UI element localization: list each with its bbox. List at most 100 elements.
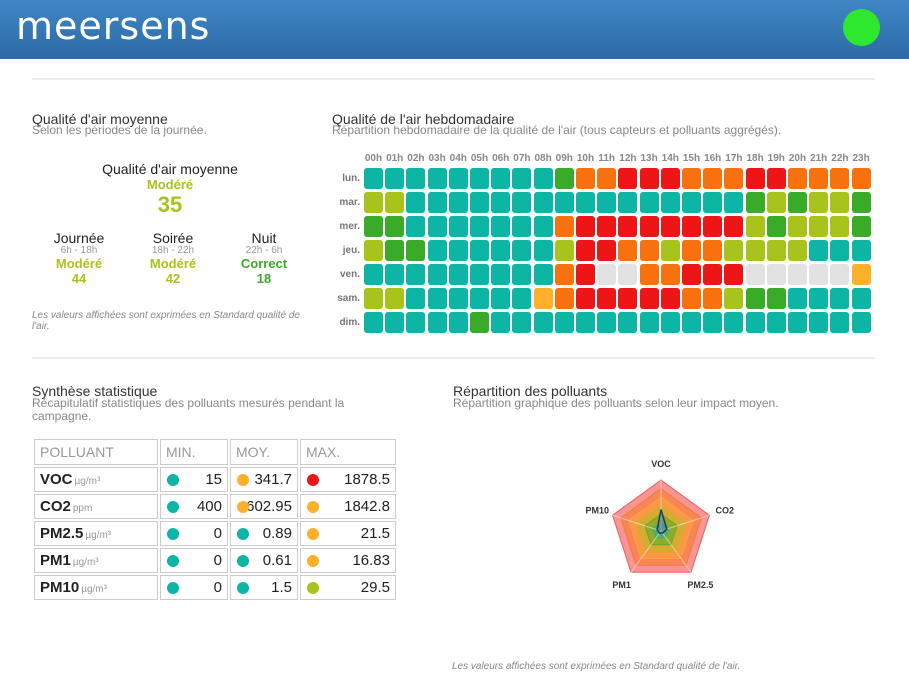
heatmap-cell[interactable] xyxy=(470,192,489,213)
heatmap-cell[interactable] xyxy=(639,192,659,213)
heatmap-cell[interactable] xyxy=(851,192,871,213)
heatmap-cell[interactable] xyxy=(830,168,850,189)
heatmap-cell[interactable] xyxy=(745,240,765,261)
heatmap-cell[interactable] xyxy=(809,192,829,213)
heatmap-cell[interactable] xyxy=(512,192,532,213)
heatmap-cell[interactable] xyxy=(766,312,786,333)
heatmap-cell[interactable] xyxy=(427,216,447,237)
heatmap-cell[interactable] xyxy=(745,168,765,189)
heatmap-cell[interactable] xyxy=(576,192,595,213)
heatmap-cell[interactable] xyxy=(512,288,532,309)
heatmap-cell[interactable] xyxy=(470,168,489,189)
heatmap-cell[interactable] xyxy=(427,288,447,309)
heatmap-cell[interactable] xyxy=(639,288,659,309)
heatmap-cell[interactable] xyxy=(830,192,850,213)
heatmap-cell[interactable] xyxy=(618,312,638,333)
heatmap-cell[interactable] xyxy=(682,216,701,237)
heatmap-cell[interactable] xyxy=(512,216,532,237)
heatmap-cell[interactable] xyxy=(385,264,405,285)
heatmap-cell[interactable] xyxy=(618,240,638,261)
heatmap-cell[interactable] xyxy=(830,240,850,261)
heatmap-cell[interactable] xyxy=(851,264,871,285)
heatmap-cell[interactable] xyxy=(576,288,595,309)
heatmap-cell[interactable] xyxy=(639,264,659,285)
heatmap-cell[interactable] xyxy=(491,240,511,261)
heatmap-cell[interactable] xyxy=(703,312,723,333)
heatmap-cell[interactable] xyxy=(639,168,659,189)
heatmap-cell[interactable] xyxy=(766,168,786,189)
heatmap-cell[interactable] xyxy=(597,192,617,213)
heatmap-cell[interactable] xyxy=(448,240,468,261)
heatmap-cell[interactable] xyxy=(618,264,638,285)
heatmap-cell[interactable] xyxy=(554,288,574,309)
heatmap-cell[interactable] xyxy=(809,216,829,237)
heatmap-cell[interactable] xyxy=(788,192,807,213)
heatmap-cell[interactable] xyxy=(533,312,553,333)
heatmap-cell[interactable] xyxy=(512,240,532,261)
heatmap-cell[interactable] xyxy=(660,240,680,261)
heatmap-cell[interactable] xyxy=(724,288,744,309)
heatmap-cell[interactable] xyxy=(385,312,405,333)
heatmap-cell[interactable] xyxy=(448,168,468,189)
heatmap-cell[interactable] xyxy=(682,168,701,189)
heatmap-cell[interactable] xyxy=(406,312,426,333)
heatmap-cell[interactable] xyxy=(682,192,701,213)
heatmap-cell[interactable] xyxy=(618,216,638,237)
heatmap-cell[interactable] xyxy=(576,312,595,333)
heatmap-cell[interactable] xyxy=(448,216,468,237)
heatmap-cell[interactable] xyxy=(830,264,850,285)
heatmap-cell[interactable] xyxy=(491,168,511,189)
heatmap-cell[interactable] xyxy=(788,312,807,333)
heatmap-cell[interactable] xyxy=(639,312,659,333)
heatmap-cell[interactable] xyxy=(554,264,574,285)
heatmap-cell[interactable] xyxy=(533,168,553,189)
heatmap-cell[interactable] xyxy=(491,192,511,213)
heatmap-cell[interactable] xyxy=(851,168,871,189)
heatmap-cell[interactable] xyxy=(809,312,829,333)
heatmap-cell[interactable] xyxy=(364,168,383,189)
heatmap-cell[interactable] xyxy=(427,168,447,189)
heatmap-cell[interactable] xyxy=(533,264,553,285)
heatmap-cell[interactable] xyxy=(724,240,744,261)
heatmap-cell[interactable] xyxy=(406,240,426,261)
heatmap-cell[interactable] xyxy=(724,312,744,333)
heatmap-cell[interactable] xyxy=(533,288,553,309)
heatmap-cell[interactable] xyxy=(427,192,447,213)
heatmap-cell[interactable] xyxy=(660,192,680,213)
heatmap-cell[interactable] xyxy=(470,240,489,261)
heatmap-cell[interactable] xyxy=(851,288,871,309)
heatmap-cell[interactable] xyxy=(597,312,617,333)
heatmap-cell[interactable] xyxy=(851,312,871,333)
connection-status-indicator[interactable] xyxy=(843,9,880,46)
heatmap-cell[interactable] xyxy=(703,168,723,189)
heatmap-cell[interactable] xyxy=(554,216,574,237)
heatmap-cell[interactable] xyxy=(406,168,426,189)
heatmap-cell[interactable] xyxy=(682,264,701,285)
heatmap-cell[interactable] xyxy=(597,216,617,237)
heatmap-cell[interactable] xyxy=(491,312,511,333)
heatmap-cell[interactable] xyxy=(745,264,765,285)
heatmap-cell[interactable] xyxy=(364,288,383,309)
heatmap-cell[interactable] xyxy=(406,264,426,285)
heatmap-cell[interactable] xyxy=(533,240,553,261)
heatmap-cell[interactable] xyxy=(512,168,532,189)
heatmap-cell[interactable] xyxy=(512,264,532,285)
heatmap-cell[interactable] xyxy=(766,240,786,261)
heatmap-cell[interactable] xyxy=(703,240,723,261)
heatmap-cell[interactable] xyxy=(809,264,829,285)
heatmap-cell[interactable] xyxy=(809,168,829,189)
heatmap-cell[interactable] xyxy=(597,264,617,285)
heatmap-cell[interactable] xyxy=(703,216,723,237)
heatmap-cell[interactable] xyxy=(703,192,723,213)
heatmap-cell[interactable] xyxy=(724,192,744,213)
heatmap-cell[interactable] xyxy=(364,240,383,261)
heatmap-cell[interactable] xyxy=(660,168,680,189)
heatmap-cell[interactable] xyxy=(766,288,786,309)
heatmap-cell[interactable] xyxy=(597,240,617,261)
heatmap-cell[interactable] xyxy=(724,216,744,237)
heatmap-cell[interactable] xyxy=(660,216,680,237)
heatmap-cell[interactable] xyxy=(427,312,447,333)
heatmap-cell[interactable] xyxy=(364,192,383,213)
heatmap-cell[interactable] xyxy=(470,264,489,285)
heatmap-cell[interactable] xyxy=(830,216,850,237)
